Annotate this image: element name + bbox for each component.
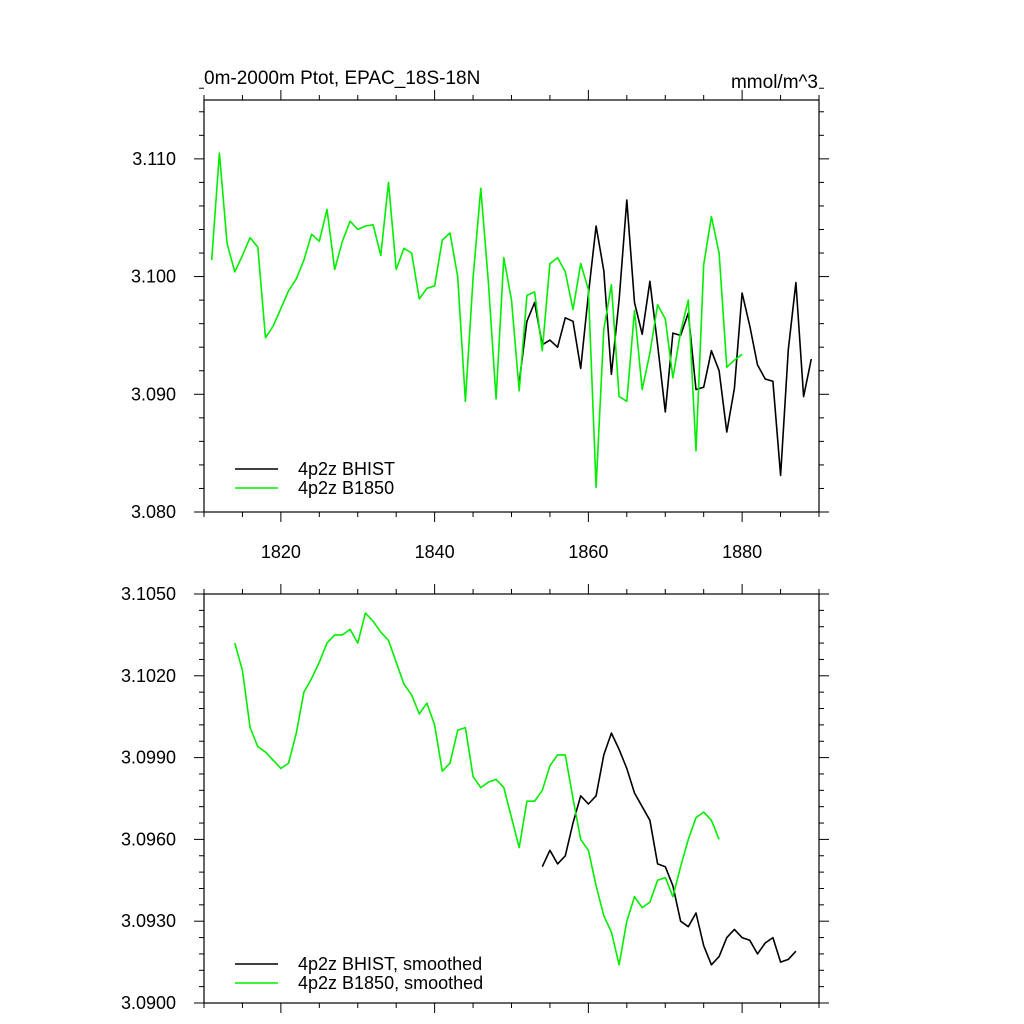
y-tick-label: 3.100 bbox=[131, 267, 176, 287]
legend-label: 4p2z B1850 bbox=[298, 478, 394, 498]
legend-label: 4p2z BHIST, smoothed bbox=[298, 954, 482, 974]
bottom-panel-frame bbox=[203, 593, 820, 1004]
bottom-panel-series bbox=[234, 612, 797, 966]
y-tick-label: 3.1050 bbox=[121, 584, 176, 604]
bottom-panel-ticks: 3.0900 3.0930 3.0960 3.0990 3.1020 3.1050 bbox=[121, 584, 829, 1013]
y-tick-label: 3.0960 bbox=[121, 829, 176, 849]
x-tick-label: 1860 bbox=[568, 542, 608, 562]
top-panel-units: mmol/m^3 bbox=[731, 72, 818, 93]
top-panel-series bbox=[210, 152, 813, 489]
bottom-panel: 3.0900 3.0930 3.0960 3.0990 3.1020 3.1050 4p2… bbox=[121, 584, 829, 1013]
top-panel: 0m-2000m Ptot, EPAC_18S-18N mmol/m^3 182… bbox=[131, 68, 829, 562]
y-tick-label: 3.1020 bbox=[121, 666, 176, 686]
y-tick-label: 3.0900 bbox=[121, 993, 176, 1013]
series-line-bhist bbox=[541, 732, 797, 966]
legend-label: 4p2z BHIST bbox=[298, 459, 395, 479]
x-tick-label: 1820 bbox=[261, 542, 301, 562]
series-line-b1850 bbox=[234, 612, 720, 966]
series-line-b1850 bbox=[210, 152, 743, 489]
legend-label: 4p2z B1850, smoothed bbox=[298, 973, 483, 993]
y-tick-label: 3.0930 bbox=[121, 911, 176, 931]
top-panel-frame bbox=[203, 99, 820, 513]
x-tick-label: 1880 bbox=[722, 542, 762, 562]
top-panel-title: 0m-2000m Ptot, EPAC_18S-18N bbox=[204, 68, 480, 89]
y-tick-label: 3.0990 bbox=[121, 748, 176, 768]
top-panel-ticks: 1820 1840 1860 1880 3.080 3.090 3.100 3.110 bbox=[131, 87, 829, 562]
series-line-bhist bbox=[518, 199, 813, 477]
y-tick-label: 3.110 bbox=[132, 149, 176, 169]
y-tick-label: 3.080 bbox=[131, 502, 176, 522]
x-tick-label: 1840 bbox=[415, 542, 455, 562]
y-tick-label: 3.090 bbox=[131, 384, 176, 404]
